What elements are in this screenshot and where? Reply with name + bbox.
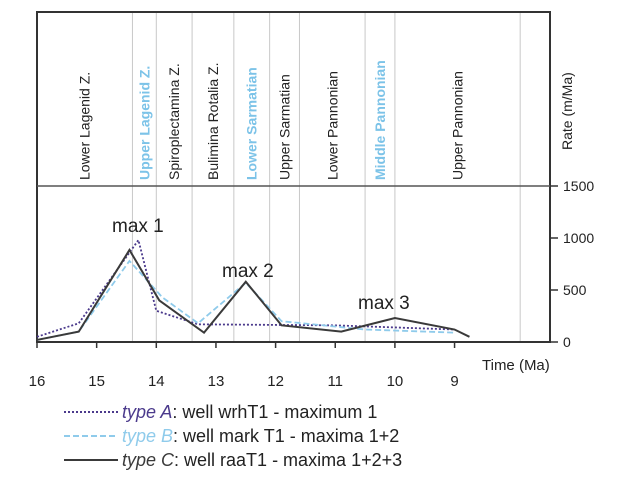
zone-label: Upper Lagenid Z.	[136, 66, 152, 180]
series-line	[36, 237, 455, 338]
legend-name: type A	[122, 402, 172, 422]
zone-label: Upper Sarmatian	[277, 74, 293, 180]
legend-description: : well raaT1 - maxima 1+2+3	[174, 450, 402, 470]
legend-description: : well wrhT1 - maximum 1	[172, 402, 377, 422]
zone-label: Lower Sarmatian	[244, 67, 260, 180]
legend-name: type B	[122, 426, 173, 446]
zone-label: Lower Lagenid Z.	[77, 72, 93, 180]
y-tick-label: 1000	[563, 230, 594, 246]
annotation: max 3	[358, 293, 410, 314]
x-tick-label: 12	[267, 373, 284, 390]
y-tick-label: 500	[563, 282, 587, 298]
annotation: max 2	[222, 261, 274, 282]
series-line	[36, 248, 470, 341]
x-axis-label: Time (Ma)	[482, 357, 550, 374]
x-tick-label: 9	[450, 373, 458, 390]
zone-label: Lower Pannonian	[324, 71, 340, 180]
x-tick-label: 15	[88, 373, 105, 390]
legend-entry: type B: well mark T1 - maxima 1+2	[122, 426, 399, 446]
x-tick-label: 11	[327, 373, 343, 390]
legend-name: type C	[122, 450, 175, 470]
plot-frame	[36, 11, 551, 343]
zone-label: Upper Pannonian	[450, 71, 466, 180]
y-axis-label: Rate (m/Ma)	[559, 72, 575, 150]
legend-description: : well mark T1 - maxima 1+2	[173, 426, 399, 446]
y-tick-label: 1500	[563, 178, 594, 194]
legend-entry: type C: well raaT1 - maxima 1+2+3	[122, 450, 402, 470]
zone-label: Spiroplectamina Z.	[166, 63, 182, 180]
y-tick-label: 0	[563, 334, 571, 350]
annotation: max 1	[112, 216, 164, 237]
x-tick-label: 14	[148, 373, 165, 390]
legend-entry: type A: well wrhT1 - maximum 1	[122, 402, 377, 422]
x-tick-label: 13	[208, 373, 225, 390]
x-tick-label: 10	[387, 373, 404, 390]
zone-label: Middle Pannonian	[372, 60, 388, 180]
zone-label: Bulimina Rotalia Z.	[205, 62, 221, 180]
x-tick-label: 16	[29, 373, 46, 390]
